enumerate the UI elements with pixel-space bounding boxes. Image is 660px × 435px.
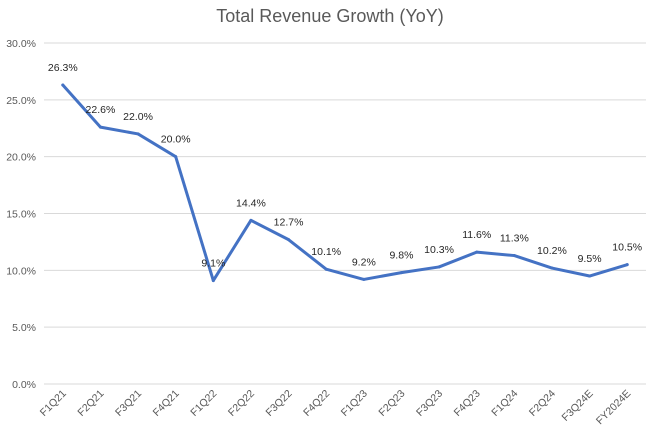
data-label: 9.1%	[201, 258, 225, 270]
data-point	[625, 263, 629, 267]
y-tick-label: 20.0%	[6, 152, 36, 164]
x-tick-label: F2Q21	[75, 388, 106, 419]
data-point	[437, 265, 441, 269]
data-point	[287, 238, 291, 242]
y-tick-label: 15.0%	[6, 209, 36, 221]
x-tick-label: F3Q21	[113, 388, 144, 419]
data-label: 11.6%	[462, 229, 491, 241]
data-point	[174, 155, 178, 159]
data-label: 22.0%	[123, 111, 153, 123]
data-label: 9.8%	[389, 250, 413, 262]
data-point	[61, 83, 65, 87]
data-label: 10.2%	[537, 245, 567, 257]
data-label: 9.5%	[578, 253, 602, 265]
data-point	[136, 132, 140, 136]
data-point	[475, 250, 479, 254]
y-tick-label: 10.0%	[6, 265, 36, 277]
x-tick-label: F1Q24	[489, 388, 520, 419]
series-line	[61, 83, 629, 283]
x-tick-label: F3Q23	[414, 388, 445, 419]
data-label: 26.3%	[48, 62, 78, 74]
y-tick-label: 30.0%	[6, 38, 36, 50]
x-tick-label: F2Q24	[527, 388, 558, 419]
y-tick-label: 5.0%	[12, 322, 36, 334]
data-label: 9.2%	[352, 256, 376, 268]
data-point	[324, 267, 328, 271]
data-point	[98, 125, 102, 129]
data-label: 11.3%	[500, 233, 529, 245]
data-point	[211, 279, 215, 283]
x-tick-label: F2Q22	[226, 388, 257, 419]
x-tick-label: F4Q23	[452, 388, 483, 419]
data-point	[362, 277, 366, 281]
x-tick-label: F2Q23	[376, 388, 407, 419]
x-tick-label: F1Q21	[38, 388, 69, 419]
data-label: 20.0%	[161, 134, 191, 146]
data-point	[399, 271, 403, 275]
x-tick-label: FY2024E	[594, 388, 633, 427]
data-label: 10.3%	[424, 244, 454, 256]
data-label: 10.1%	[311, 246, 341, 258]
x-tick-label: F3Q22	[263, 388, 294, 419]
x-tick-label: F1Q23	[339, 388, 370, 419]
x-tick-label: F1Q22	[188, 388, 219, 419]
x-tick-label: F4Q22	[301, 388, 332, 419]
y-tick-label: 25.0%	[6, 95, 36, 107]
y-tick-label: 0.0%	[12, 379, 36, 391]
data-point	[249, 218, 253, 222]
chart-title: Total Revenue Growth (YoY)	[216, 6, 444, 26]
data-point	[550, 266, 554, 270]
data-label: 22.6%	[86, 104, 116, 116]
data-label: 12.7%	[274, 217, 304, 229]
x-tick-label: F3Q24E	[560, 388, 596, 424]
data-point	[588, 274, 592, 278]
data-label: 14.4%	[236, 197, 266, 209]
data-point	[512, 254, 516, 258]
data-label: 10.5%	[612, 242, 642, 254]
x-tick-label: F4Q21	[151, 388, 182, 419]
